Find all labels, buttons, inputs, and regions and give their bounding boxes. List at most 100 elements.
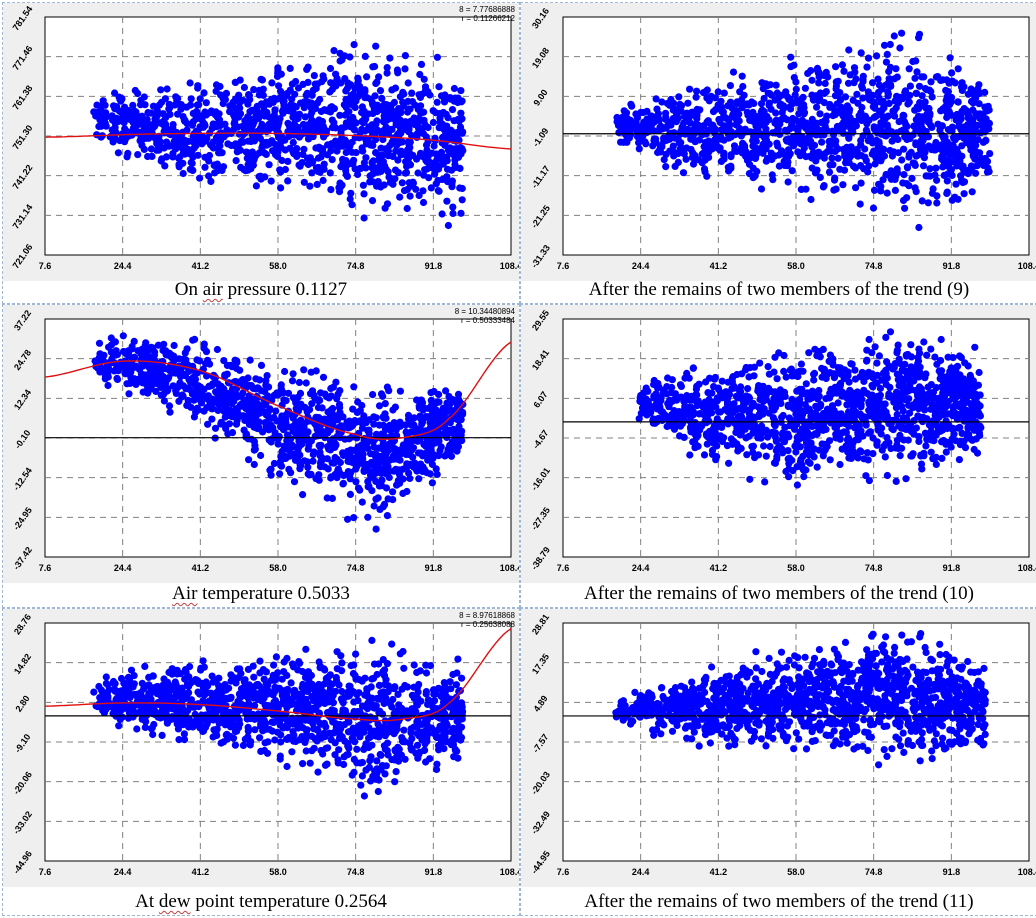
data-point (792, 448, 800, 456)
x-tick-label: 108.4 (500, 563, 519, 573)
data-point (762, 141, 770, 149)
data-point (236, 401, 244, 409)
data-point (101, 119, 109, 127)
scatter-plot: 7.624.441.258.074.891.8108.4-38.79-27.35… (529, 308, 1036, 573)
data-point (265, 120, 273, 128)
data-point (432, 465, 440, 473)
data-point (796, 395, 804, 403)
data-point (698, 131, 707, 139)
data-point (623, 138, 631, 146)
data-point (971, 155, 979, 163)
data-point (749, 164, 757, 172)
data-point (763, 82, 771, 90)
data-point (686, 85, 694, 93)
data-point (676, 100, 684, 108)
data-point (350, 514, 358, 522)
data-point (692, 120, 700, 128)
data-point (420, 153, 428, 161)
data-point (918, 92, 926, 100)
data-point (910, 430, 918, 438)
data-point (420, 171, 428, 179)
data-point (831, 174, 839, 182)
data-point (901, 87, 910, 95)
data-point (727, 162, 735, 170)
data-point (406, 192, 414, 200)
data-point (181, 142, 189, 150)
data-point (124, 347, 132, 355)
data-point (826, 437, 834, 445)
data-point (257, 451, 265, 460)
data-point (172, 93, 180, 101)
data-point (384, 441, 392, 449)
data-point (315, 414, 323, 422)
data-point (456, 164, 464, 172)
data-point (943, 76, 951, 84)
y-tick-label: 30.16 (530, 6, 551, 30)
data-point (383, 69, 391, 77)
data-point (372, 42, 380, 50)
data-point (419, 187, 427, 195)
data-point (776, 442, 784, 450)
data-point (703, 86, 711, 94)
data-point (190, 379, 198, 388)
data-point (374, 494, 382, 502)
data-point (194, 84, 202, 92)
data-point (217, 131, 226, 139)
x-tick-label: 24.4 (632, 563, 650, 573)
data-point (213, 120, 221, 128)
data-point (376, 505, 384, 513)
x-tick-label: 41.2 (710, 261, 728, 271)
data-point (389, 180, 397, 188)
data-point (357, 459, 366, 467)
data-point (459, 408, 467, 416)
data-point (842, 104, 850, 112)
data-point (389, 452, 398, 460)
data-point (329, 404, 337, 413)
data-point (905, 65, 913, 73)
data-point (298, 159, 306, 167)
data-point (912, 89, 921, 97)
data-point (384, 463, 392, 471)
data-point (343, 172, 351, 180)
data-point (662, 163, 670, 171)
data-point (403, 487, 411, 496)
data-point (221, 96, 229, 104)
data-point (369, 178, 377, 186)
data-point (919, 162, 928, 170)
data-point (732, 114, 740, 122)
data-point (911, 106, 919, 114)
data-point (792, 85, 800, 93)
data-point (967, 141, 975, 149)
y-tick-label: 741.22 (11, 163, 35, 191)
data-point (260, 149, 268, 157)
data-point (261, 419, 269, 427)
data-point (885, 75, 893, 83)
data-point (211, 424, 220, 432)
data-point (851, 366, 859, 374)
data-point (200, 344, 208, 352)
data-point (933, 199, 941, 207)
data-point (308, 169, 316, 177)
data-point (270, 459, 278, 468)
data-point (948, 69, 956, 77)
data-point (703, 94, 711, 102)
data-point (232, 140, 240, 148)
data-point (443, 157, 451, 165)
data-point (915, 373, 923, 381)
data-point (972, 169, 980, 177)
data-point (372, 79, 380, 88)
data-point (686, 119, 694, 127)
data-point (250, 86, 258, 94)
data-point (643, 107, 651, 115)
data-point (958, 79, 966, 87)
data-point (207, 399, 215, 407)
data-point (831, 110, 839, 118)
data-point (429, 419, 437, 427)
data-point (274, 391, 282, 399)
data-point (395, 132, 403, 140)
data-point (295, 378, 303, 387)
data-point (693, 87, 701, 95)
data-point (717, 97, 725, 105)
data-point (222, 89, 230, 97)
data-point (915, 151, 923, 159)
